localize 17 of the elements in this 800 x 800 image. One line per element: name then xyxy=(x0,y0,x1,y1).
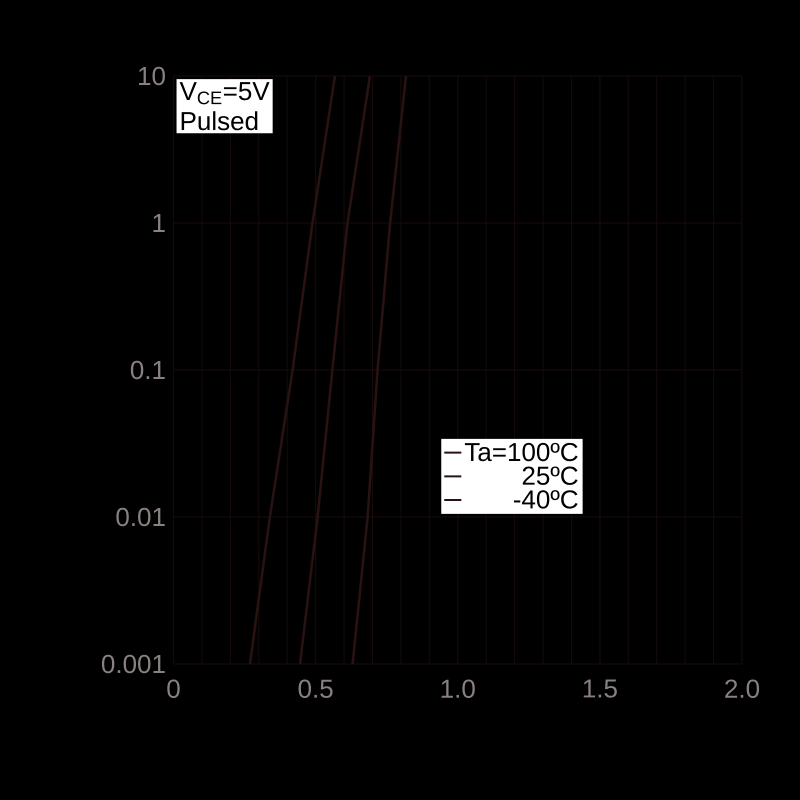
line-series xyxy=(298,76,372,664)
y-tick-label: 10 xyxy=(139,66,165,86)
y-tick-label: 0.1 xyxy=(130,360,165,380)
legend-label: Ta=100ºC xyxy=(464,442,578,462)
x-tick-label: 0.5 xyxy=(298,680,333,698)
y-tick-label: 1 xyxy=(153,214,165,232)
annotation: Pulsed xyxy=(182,111,258,130)
annotation: V$_{CE}$=5V xyxy=(180,82,270,104)
x-tick-label: 0 xyxy=(167,680,180,698)
legend-label: 25ºC xyxy=(522,466,578,485)
x-tick-label: 1.0 xyxy=(442,680,475,698)
x-tick-label: 1.5 xyxy=(584,680,617,698)
legend-label: -40ºC xyxy=(514,490,578,509)
y-tick-label: 0.01 xyxy=(116,508,165,526)
y-tick-label: 0.001 xyxy=(102,654,165,674)
x-tick-label: 2.0 xyxy=(725,680,760,698)
line-series xyxy=(351,76,408,664)
